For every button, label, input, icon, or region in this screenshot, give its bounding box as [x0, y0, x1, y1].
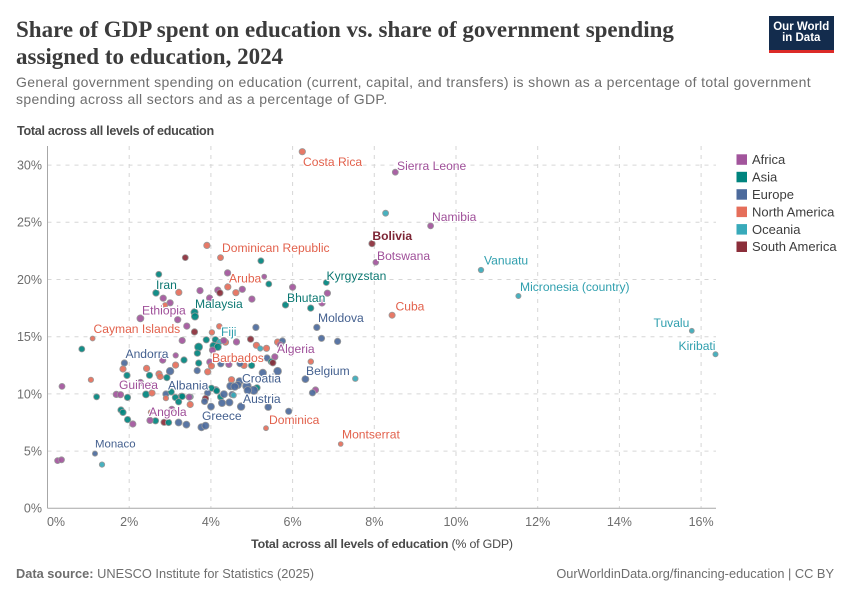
svg-text:Sierra Leone: Sierra Leone: [397, 159, 467, 173]
svg-text:14%: 14%: [607, 515, 632, 529]
svg-text:Montserrat: Montserrat: [342, 428, 400, 442]
svg-text:20%: 20%: [17, 273, 42, 287]
svg-text:Monaco: Monaco: [95, 439, 136, 451]
svg-text:Aruba: Aruba: [229, 272, 262, 286]
svg-text:8%: 8%: [365, 515, 383, 529]
svg-text:Iran: Iran: [156, 278, 177, 292]
svg-text:Algeria: Algeria: [277, 342, 315, 356]
svg-text:Micronesia (country): Micronesia (country): [520, 280, 630, 294]
svg-text:Guinea: Guinea: [119, 378, 158, 392]
svg-text:Tuvalu: Tuvalu: [654, 316, 690, 330]
svg-text:Greece: Greece: [202, 409, 242, 423]
svg-text:5%: 5%: [24, 445, 42, 459]
svg-text:North America: North America: [752, 204, 835, 219]
svg-text:6%: 6%: [284, 515, 302, 529]
svg-text:Malaysia: Malaysia: [195, 297, 243, 311]
svg-text:Cayman Islands: Cayman Islands: [94, 322, 181, 336]
svg-text:Dominica: Dominica: [269, 413, 320, 427]
svg-text:0%: 0%: [24, 502, 42, 516]
svg-text:4%: 4%: [202, 515, 220, 529]
svg-text:0%: 0%: [47, 515, 65, 529]
svg-text:Bhutan: Bhutan: [287, 291, 325, 305]
svg-text:Europe: Europe: [752, 187, 794, 202]
svg-text:Asia: Asia: [752, 169, 778, 184]
svg-text:Costa Rica: Costa Rica: [303, 155, 362, 169]
svg-text:Andorra: Andorra: [126, 347, 169, 361]
svg-text:10%: 10%: [17, 387, 42, 401]
svg-text:Fiji: Fiji: [221, 325, 236, 339]
svg-text:South America: South America: [752, 239, 837, 254]
svg-text:Kyrgyzstan: Kyrgyzstan: [327, 269, 387, 283]
svg-text:Belgium: Belgium: [306, 364, 350, 378]
svg-text:10%: 10%: [443, 515, 468, 529]
svg-text:30%: 30%: [17, 159, 42, 173]
svg-text:2%: 2%: [120, 515, 138, 529]
svg-text:15%: 15%: [17, 330, 42, 344]
svg-text:Namibia: Namibia: [432, 210, 477, 224]
svg-text:12%: 12%: [525, 515, 550, 529]
svg-text:Croatia: Croatia: [242, 372, 281, 386]
svg-text:Ethiopia: Ethiopia: [142, 304, 186, 318]
svg-text:Cuba: Cuba: [396, 300, 425, 314]
svg-text:Africa: Africa: [752, 152, 786, 167]
svg-text:Angola: Angola: [149, 405, 187, 419]
svg-text:25%: 25%: [17, 216, 42, 230]
svg-text:Oceania: Oceania: [752, 222, 801, 237]
svg-text:Austria: Austria: [243, 392, 281, 406]
svg-text:Albania: Albania: [168, 379, 209, 393]
svg-text:Total across all levels of edu: Total across all levels of education (% …: [251, 537, 513, 551]
svg-text:Vanuatu: Vanuatu: [484, 254, 528, 268]
svg-text:16%: 16%: [689, 515, 714, 529]
svg-text:Kiribati: Kiribati: [679, 339, 716, 353]
svg-text:Moldova: Moldova: [318, 311, 364, 325]
svg-text:Dominican Republic: Dominican Republic: [222, 241, 330, 255]
svg-text:Barbados: Barbados: [212, 351, 264, 365]
svg-text:Botswana: Botswana: [377, 249, 430, 263]
svg-text:Bolivia: Bolivia: [372, 229, 412, 243]
